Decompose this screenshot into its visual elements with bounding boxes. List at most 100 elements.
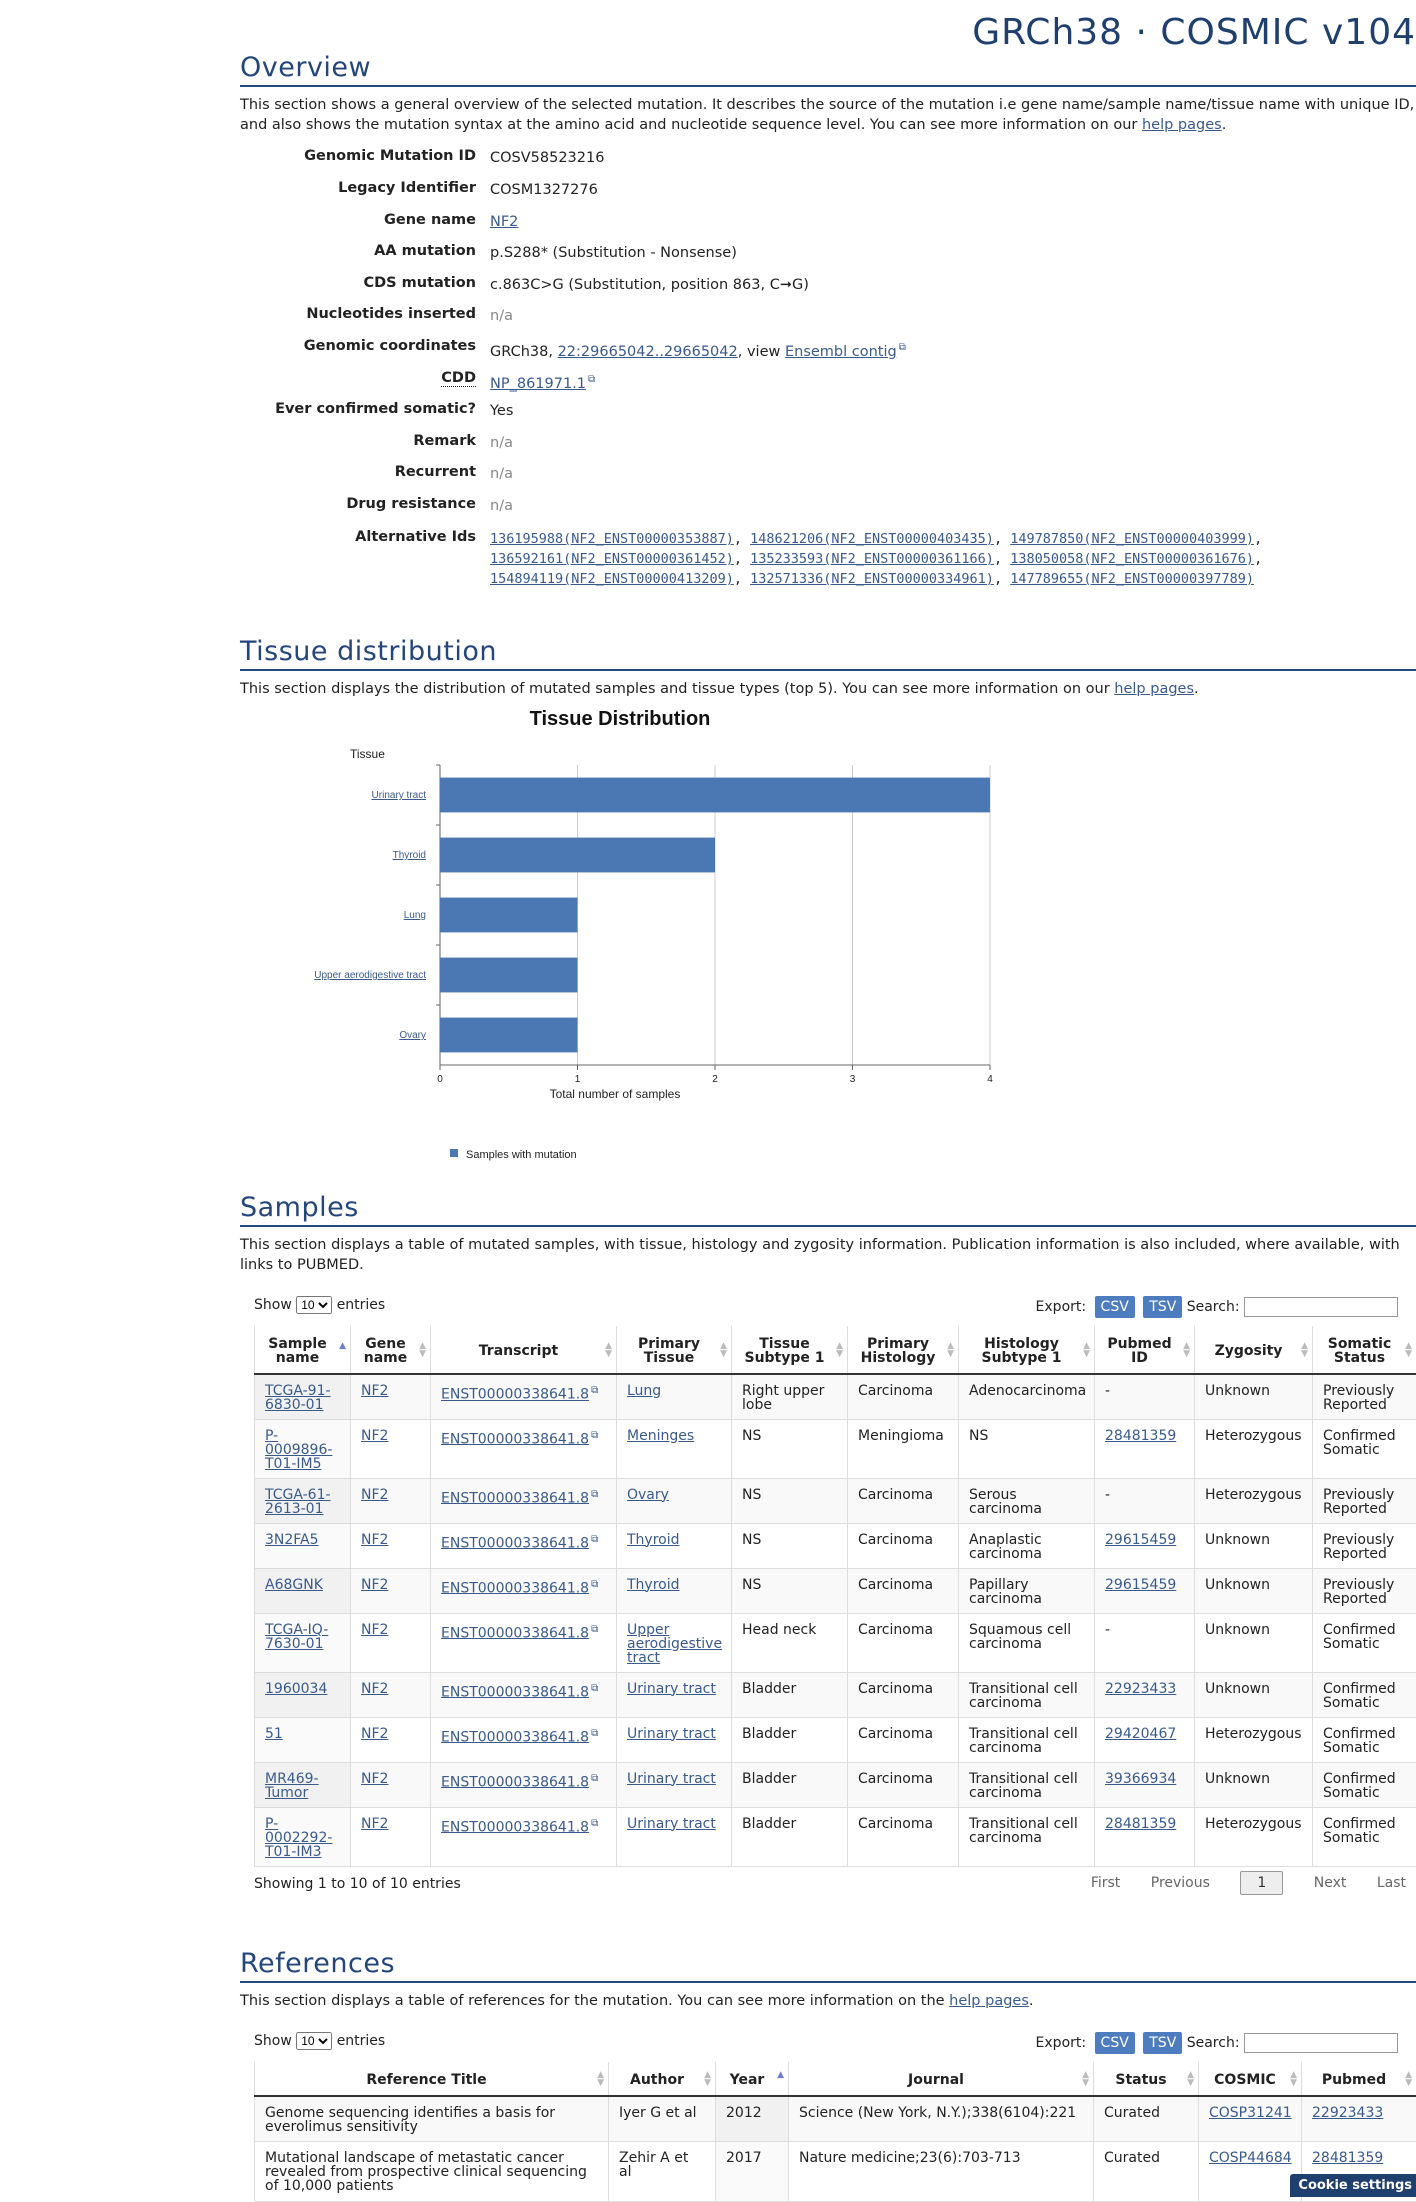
- cell-link[interactable]: COSP44684: [1209, 2150, 1292, 2166]
- column-header[interactable]: Journal▲▼: [789, 2062, 1094, 2096]
- cell-link[interactable]: NF2: [361, 1681, 388, 1697]
- coords-link[interactable]: 22:29665042..29665042: [558, 344, 738, 360]
- last-page-button[interactable]: Last: [1377, 1875, 1406, 1891]
- references-search-input[interactable]: [1244, 2033, 1398, 2053]
- references-page-size-select[interactable]: 10: [296, 2032, 332, 2050]
- cell-link[interactable]: 28481359: [1105, 1428, 1176, 1444]
- column-header[interactable]: Gene name▲▼: [351, 1326, 431, 1374]
- cell-link[interactable]: ENST00000338641.8: [441, 1431, 589, 1447]
- column-header[interactable]: Pubmed ID▲▼: [1095, 1326, 1195, 1374]
- column-header[interactable]: Primary Tissue▲▼: [617, 1326, 732, 1374]
- cell-link[interactable]: Urinary tract: [627, 1726, 716, 1742]
- cell-link[interactable]: NF2: [361, 1726, 388, 1742]
- alternative-id-link[interactable]: 148621206(NF2_ENST00000403435): [750, 531, 994, 547]
- cell-link[interactable]: NF2: [361, 1383, 388, 1399]
- column-header[interactable]: Pubmed▲▼: [1302, 2062, 1416, 2096]
- cell-link[interactable]: TCGA-91-6830-01: [265, 1383, 331, 1413]
- column-header[interactable]: Zygosity▲▼: [1195, 1326, 1313, 1374]
- cell-link[interactable]: 51: [265, 1726, 283, 1742]
- cell-link[interactable]: TCGA-IQ-7630-01: [265, 1622, 328, 1652]
- alternative-id-link[interactable]: 138050058(NF2_ENST00000361676): [1010, 551, 1254, 567]
- samples-search-input[interactable]: [1244, 1297, 1398, 1317]
- cell-link[interactable]: 39366934: [1105, 1771, 1176, 1787]
- cell-link[interactable]: NF2: [361, 1428, 388, 1444]
- column-header[interactable]: COSMIC▲▼: [1199, 2062, 1302, 2096]
- cell-link[interactable]: 22923433: [1105, 1681, 1176, 1697]
- column-header[interactable]: Sample name▲: [255, 1326, 351, 1374]
- ensembl-contig-link[interactable]: Ensembl contig: [785, 344, 897, 360]
- cell-link[interactable]: ENST00000338641.8: [441, 1490, 589, 1506]
- alternative-id-link[interactable]: 154894119(NF2_ENST00000413209): [490, 571, 734, 587]
- cell-link[interactable]: Thyroid: [627, 1532, 680, 1548]
- cookie-settings-button[interactable]: Cookie settings: [1290, 2174, 1416, 2197]
- column-header[interactable]: Somatic Status▲▼: [1313, 1326, 1416, 1374]
- cell-link[interactable]: 29615459: [1105, 1532, 1176, 1548]
- cell-link[interactable]: COSP31241: [1209, 2105, 1292, 2121]
- tissue-label-link[interactable]: Thyroid: [393, 850, 426, 861]
- cell-link[interactable]: TCGA-61-2613-01: [265, 1487, 331, 1517]
- tissue-label-link[interactable]: Upper aerodigestive tract: [314, 970, 426, 981]
- cell-link[interactable]: 1960034: [265, 1681, 327, 1697]
- cell-link[interactable]: MR469-Tumor: [265, 1771, 319, 1801]
- alternative-id-link[interactable]: 136592161(NF2_ENST00000361452): [490, 551, 734, 567]
- cell-link[interactable]: 29420467: [1105, 1726, 1176, 1742]
- previous-page-button[interactable]: Previous: [1151, 1875, 1210, 1891]
- cell-link[interactable]: Meninges: [627, 1428, 694, 1444]
- tissue-label-link[interactable]: Ovary: [399, 1030, 426, 1041]
- alternative-id-link[interactable]: 136195988(NF2_ENST00000353887): [490, 531, 734, 547]
- alternative-id-link[interactable]: 149787850(NF2_ENST00000403999): [1010, 531, 1254, 547]
- cell-link[interactable]: ENST00000338641.8: [441, 1580, 589, 1596]
- cell-link[interactable]: ENST00000338641.8: [441, 1729, 589, 1745]
- cell-link[interactable]: NF2: [361, 1532, 388, 1548]
- tissue-label-link[interactable]: Lung: [404, 910, 426, 921]
- cell-link[interactable]: NF2: [361, 1771, 388, 1787]
- cell-link[interactable]: Urinary tract: [627, 1771, 716, 1787]
- column-header[interactable]: Primary Histology▲▼: [848, 1326, 959, 1374]
- cell-link[interactable]: 29615459: [1105, 1577, 1176, 1593]
- column-header[interactable]: Transcript▲▼: [431, 1326, 617, 1374]
- column-header[interactable]: Histology Subtype 1▲▼: [959, 1326, 1095, 1374]
- csv-export-button[interactable]: CSV: [1095, 1296, 1135, 1318]
- cell-link[interactable]: Urinary tract: [627, 1681, 716, 1697]
- cell-link[interactable]: Lung: [627, 1383, 661, 1399]
- tsv-export-button[interactable]: TSV: [1143, 2032, 1182, 2054]
- column-header[interactable]: Status▲▼: [1094, 2062, 1199, 2096]
- cdd-link[interactable]: NP_861971.1: [490, 376, 586, 392]
- tissue-label-link[interactable]: Urinary tract: [372, 790, 427, 801]
- overview-help-link[interactable]: help pages: [1142, 117, 1222, 133]
- cell-link[interactable]: NF2: [361, 1816, 388, 1832]
- next-page-button[interactable]: Next: [1314, 1875, 1347, 1891]
- column-header[interactable]: Tissue Subtype 1▲▼: [732, 1326, 848, 1374]
- alternative-id-link[interactable]: 135233593(NF2_ENST00000361166): [750, 551, 994, 567]
- column-header[interactable]: Reference Title▲▼: [255, 2062, 609, 2096]
- cell-link[interactable]: ENST00000338641.8: [441, 1625, 589, 1641]
- cell-link[interactable]: ENST00000338641.8: [441, 1684, 589, 1700]
- gene-link[interactable]: NF2: [490, 214, 518, 230]
- cell-link[interactable]: ENST00000338641.8: [441, 1535, 589, 1551]
- alternative-id-link[interactable]: 147789655(NF2_ENST00000397789): [1010, 571, 1254, 587]
- cell-link[interactable]: 28481359: [1312, 2150, 1383, 2166]
- cell-link[interactable]: ENST00000338641.8: [441, 1819, 589, 1835]
- cell-link[interactable]: Urinary tract: [627, 1816, 716, 1832]
- tissue-help-link[interactable]: help pages: [1114, 681, 1194, 697]
- cell-link[interactable]: NF2: [361, 1622, 388, 1638]
- alternative-id-link[interactable]: 132571336(NF2_ENST00000334961): [750, 571, 994, 587]
- column-header[interactable]: Year▲: [716, 2062, 789, 2096]
- cell-link[interactable]: NF2: [361, 1487, 388, 1503]
- samples-page-size-select[interactable]: 10: [296, 1296, 332, 1314]
- first-page-button[interactable]: First: [1091, 1875, 1120, 1891]
- cell-link[interactable]: ENST00000338641.8: [441, 1774, 589, 1790]
- cell-link[interactable]: 3N2FA5: [265, 1532, 319, 1548]
- current-page-button[interactable]: 1: [1240, 1871, 1283, 1895]
- references-help-link[interactable]: help pages: [949, 1993, 1029, 2009]
- cell-link[interactable]: Upper aerodigestive tract: [627, 1622, 722, 1666]
- csv-export-button[interactable]: CSV: [1095, 2032, 1135, 2054]
- cell-link[interactable]: Ovary: [627, 1487, 669, 1503]
- tsv-export-button[interactable]: TSV: [1143, 1296, 1182, 1318]
- cell-link[interactable]: P-0002292-T01-IM3: [265, 1816, 332, 1860]
- cell-link[interactable]: Thyroid: [627, 1577, 680, 1593]
- cell-link[interactable]: P-0009896-T01-IM5: [265, 1428, 332, 1472]
- cell-link[interactable]: 22923433: [1312, 2105, 1383, 2121]
- cell-link[interactable]: 28481359: [1105, 1816, 1176, 1832]
- column-header[interactable]: Author▲▼: [609, 2062, 716, 2096]
